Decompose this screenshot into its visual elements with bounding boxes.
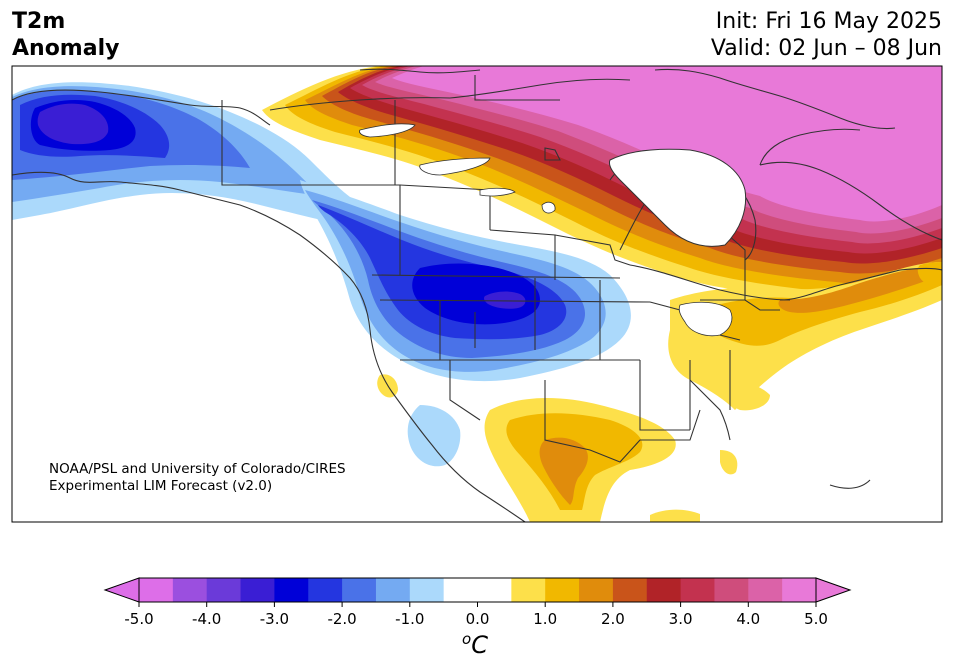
colorbar-ticks: -5.0 -4.0 -3.0 -2.0 -1.0 0.0 1.0 2.0 3.0 4.0 5.0 [124, 602, 828, 628]
colorbar-segment [342, 578, 377, 602]
colorbar-segment [308, 578, 343, 602]
lake-winnipeg [541, 201, 556, 214]
valid-date: Valid: 02 Jun – 08 Jun [710, 36, 942, 61]
init-date: Init: Fri 16 May 2025 [715, 9, 942, 34]
lake-athabasca [479, 187, 516, 197]
colorbar-segment [646, 578, 682, 602]
colorbar-segment [782, 578, 817, 602]
credit-text: NOAA/PSL and University of Colorado/CIRE… [49, 461, 346, 495]
great-lakes [678, 301, 733, 337]
forecast-dates: Init: Fri 16 May 2025 Valid: 02 Jun – 08… [711, 8, 942, 62]
colorbar-segment [240, 578, 275, 602]
colorbar-segment [206, 578, 242, 602]
colorbar-tick-label: -1.0 [395, 610, 424, 628]
unit-degree: o [462, 630, 472, 648]
colorbar-segment [139, 578, 174, 602]
colorbar-segment [172, 578, 208, 602]
colorbar-segment [748, 578, 783, 602]
colorbar-segment [443, 578, 478, 602]
colorbar-segment [274, 578, 309, 602]
colorbar-segment [409, 578, 445, 602]
great-slave-lake [419, 157, 491, 176]
map-frame [11, 65, 943, 523]
chart-title: T2m Anomaly [12, 8, 119, 62]
colorbar-segment [680, 578, 715, 602]
unit-letter: C [471, 631, 488, 659]
anomaly-map [11, 65, 943, 523]
colorbar-segment [612, 578, 648, 602]
credit-line-2: Experimental LIM Forecast (v2.0) [49, 478, 273, 494]
title-line-2: Anomaly [12, 36, 120, 61]
colorbar-tick-label: 3.0 [669, 610, 693, 628]
colorbar-tick-label: 1.0 [533, 610, 557, 628]
colorbar-segment [511, 578, 546, 602]
colorbar-segment [579, 578, 614, 602]
colorbar-tick-label: 0.0 [466, 610, 490, 628]
hudson-bay [609, 148, 747, 247]
colorbar-tick-label: -3.0 [260, 610, 289, 628]
warm-anomaly-south [484, 398, 676, 522]
cold-anomaly-alaska [12, 82, 370, 230]
title-line-1: T2m [12, 9, 66, 34]
colorbar-segment [375, 578, 411, 602]
cold-anomaly-california [407, 405, 461, 467]
colorbar-tick-label: -4.0 [192, 610, 221, 628]
colorbar-extend-high [815, 577, 852, 603]
great-bear-lake [359, 123, 416, 138]
colorbar-tick-label: -2.0 [327, 610, 356, 628]
colorbar-segment [714, 578, 749, 602]
colorbar-tick-label: 2.0 [601, 610, 625, 628]
cold-anomaly-west [300, 180, 631, 382]
warm-anomaly-east [377, 262, 942, 522]
colorbar-tick-label: 5.0 [804, 610, 828, 628]
colorbar-unit: oC [462, 630, 488, 659]
colorbar-extend-low [103, 577, 140, 603]
credit-line-1: NOAA/PSL and University of Colorado/CIRE… [49, 461, 346, 477]
colorbar-segments [139, 578, 817, 602]
colorbar-tick-label: 4.0 [736, 610, 760, 628]
colorbar-segment [477, 578, 512, 602]
colorbar-segment [545, 578, 580, 602]
colorbar-tick-label: -5.0 [124, 610, 153, 628]
